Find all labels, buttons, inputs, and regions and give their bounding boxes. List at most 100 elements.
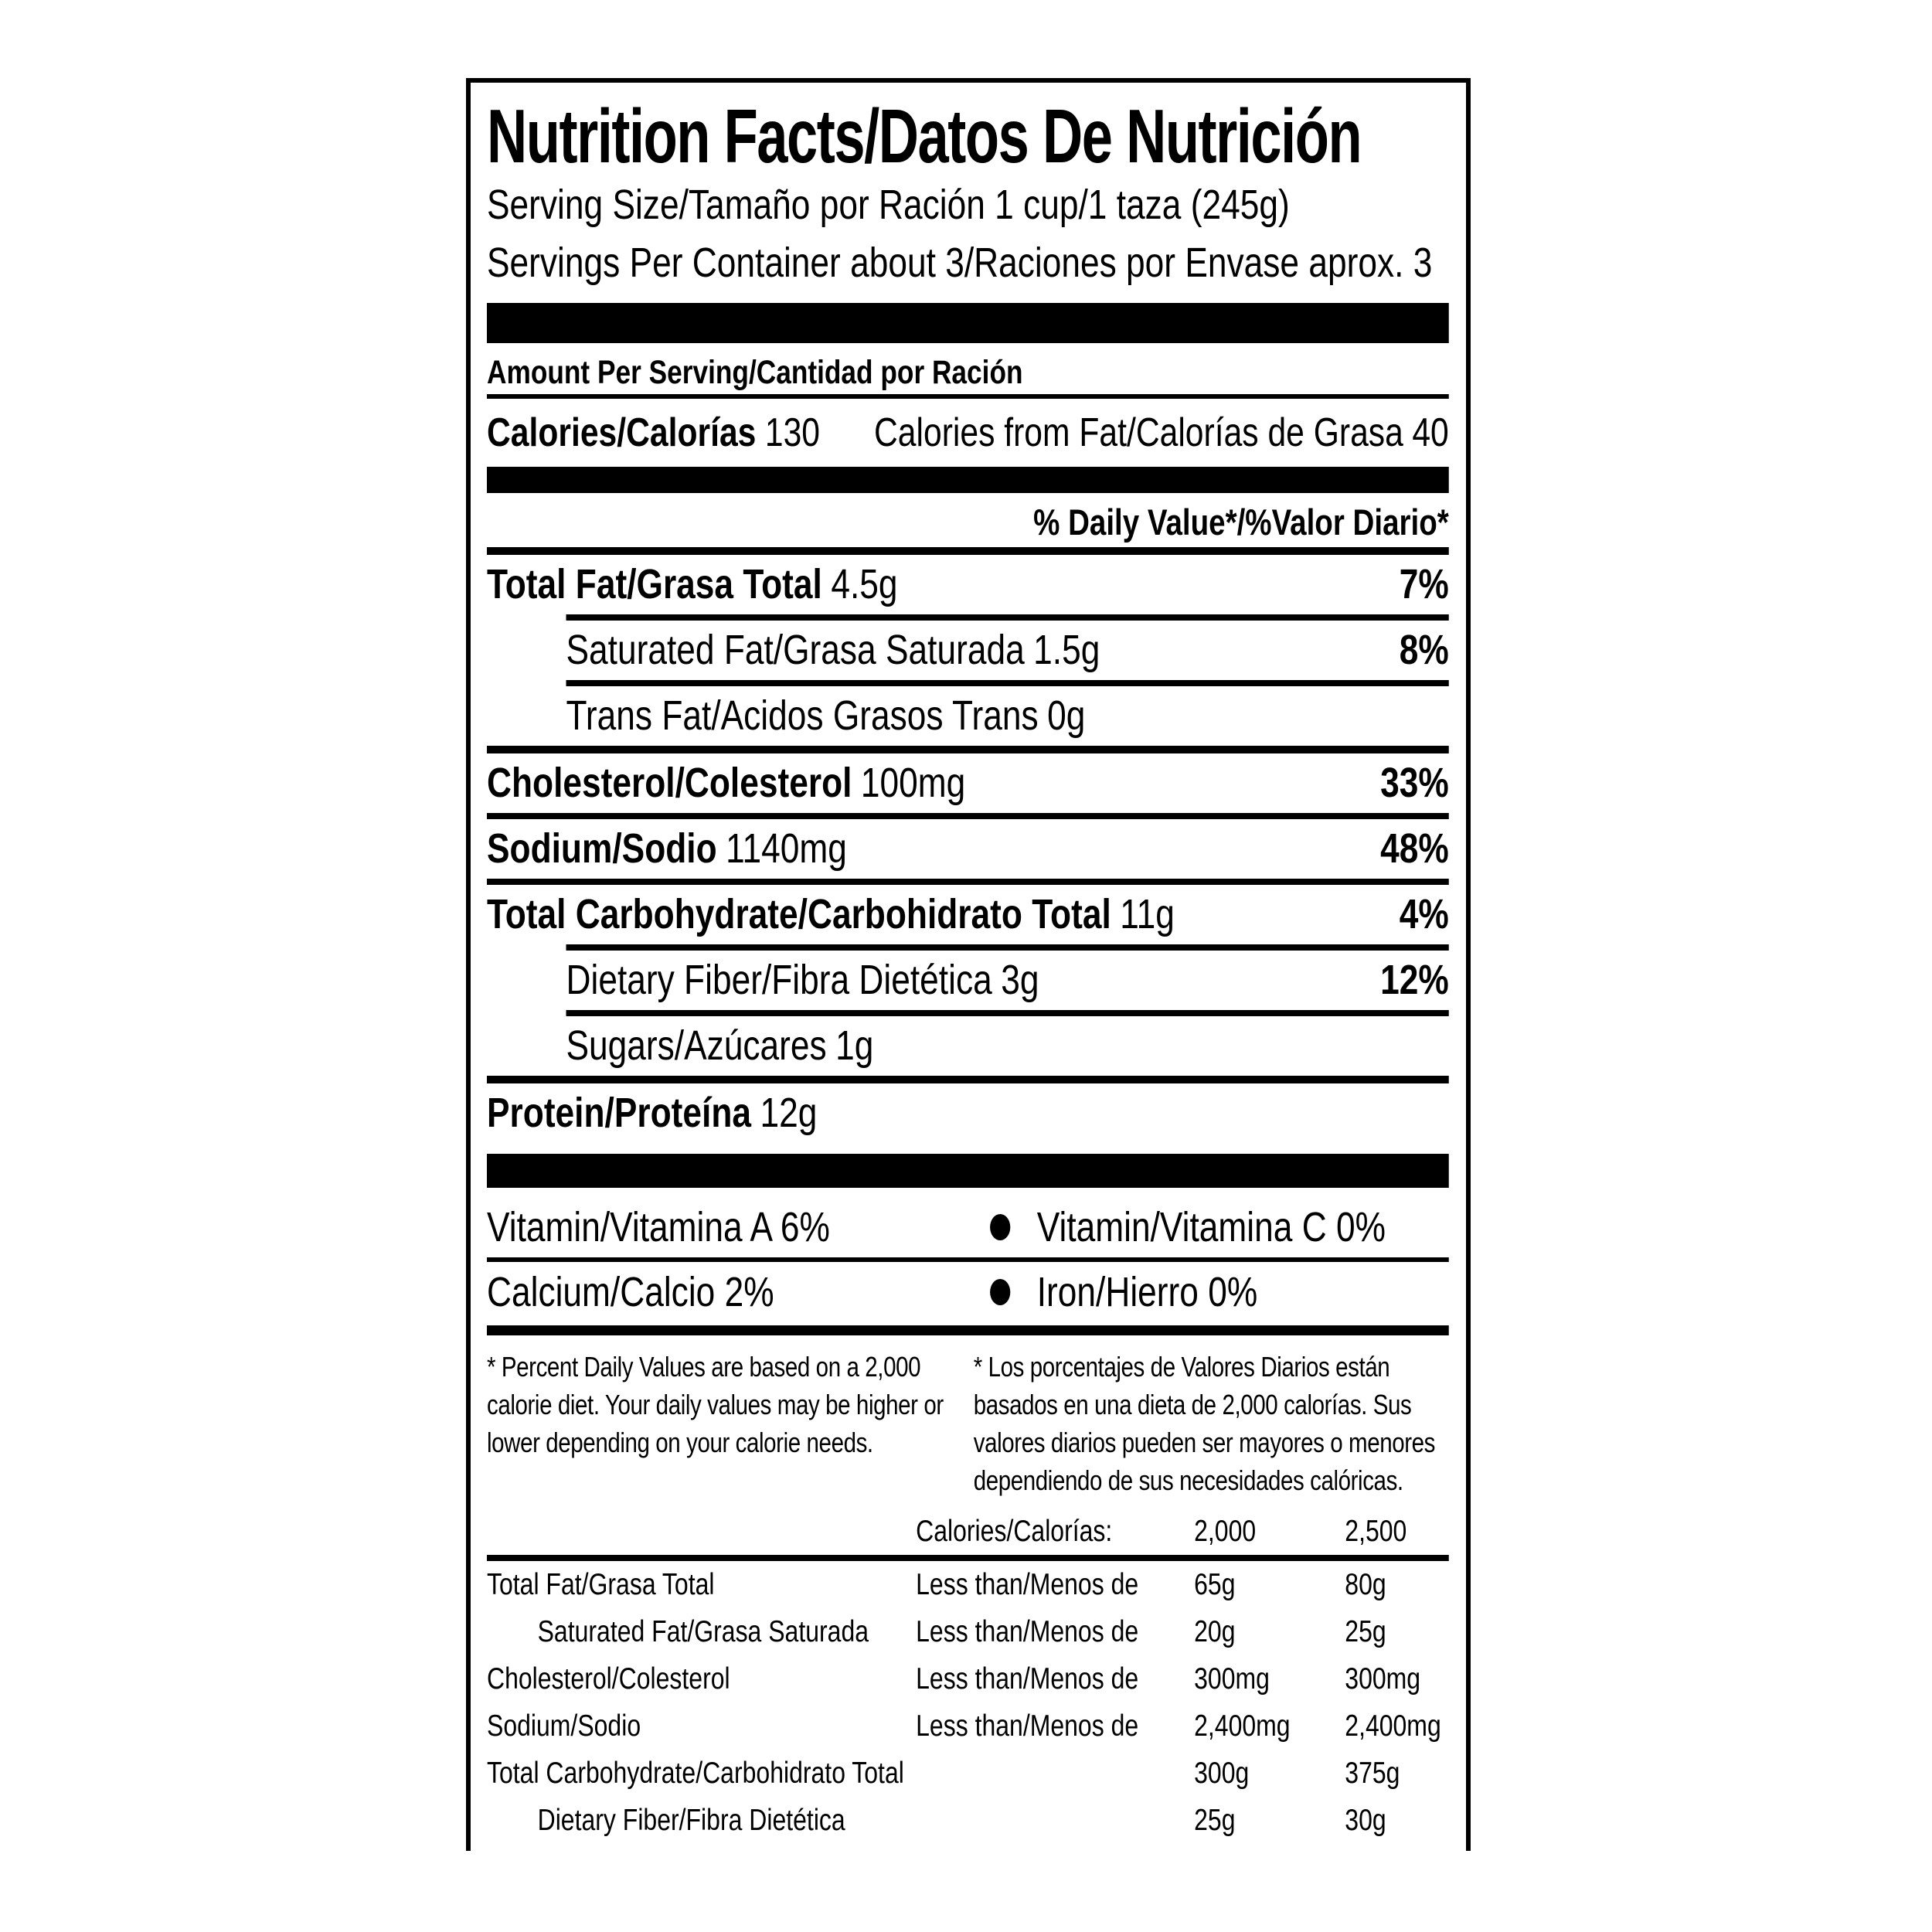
rule-full [487,745,1449,753]
calories-value: 130 [764,410,821,455]
nutrient-dv: 4% [1399,890,1449,937]
nutrient-row-saturated-fat: Saturated Fat/Grasa Saturada 1.5g 8% [487,621,1449,680]
serving-size-line: Serving Size/Tamaño por Ración 1 cup/1 t… [487,181,1290,228]
dv-row-value-2000: 300mg [1194,1662,1270,1696]
dv-table-row-dietary-fiber: Dietary Fiber/Fibra Dietética 25g 30g [487,1797,1449,1844]
nutrient-row-sugars: Sugars/Azúcares 1g [487,1016,1449,1076]
dv-table-row-cholesterol: Cholesterol/Colesterol Less than/Menos d… [487,1655,1449,1702]
nutrient-label: Protein/Proteína [487,1089,752,1136]
nutrient-left: Sodium/Sodio 1140mg [487,819,847,879]
iron-text: Iron/Hierro 0% [1036,1268,1258,1315]
dv-table-calories-label: Calories/Calorías: [916,1514,1113,1548]
rule-indented [566,1009,1449,1016]
calories-row: Calories/Calorías 130 Calories from Fat/C… [487,405,1449,461]
nutrient-left: Cholesterol/Colesterol 100mg [487,753,965,813]
dv-row-value-2000: 65g [1194,1567,1236,1601]
rule-under-minerals [487,1325,1449,1335]
vitamin-a-text: Vitamin/Vitamina A 6% [487,1203,830,1250]
nutrient-amount: 1g [835,1022,874,1069]
label-content: Nutrition Facts/Datos De Nutrición Servi… [487,97,1449,1844]
label-title: Nutrition Facts/Datos De Nutrición [487,97,1449,176]
calories-from-fat-value: 40 [1412,410,1449,455]
nutrient-label: Sodium/Sodio [487,825,717,872]
nutrient-row-cholesterol: Cholesterol/Colesterol 100mg 33% [487,753,1449,813]
nutrient-row-trans-fat: Trans Fat/Acidos Grasos Trans 0g [487,686,1449,746]
nutrition-facts-label: Nutrition Facts/Datos De Nutrición Servi… [466,78,1471,1851]
daily-values-table: Calories/Calorías: 2,000 2,500 Total Fat… [487,1513,1449,1844]
nutrient-amount: 0g [1047,692,1086,739]
rule-indented [566,614,1449,621]
nutrient-left: Dietary Fiber/Fibra Dietética 3g [487,951,1039,1010]
nutrient-left: Total Carbohydrate/Carbohidrato Total 11g [487,885,1175,944]
dv-row-label: Cholesterol/Colesterol [487,1662,730,1696]
nutrient-row-protein: Protein/Proteína 12g [487,1083,1449,1143]
nutrient-row-dietary-fiber: Dietary Fiber/Fibra Dietética 3g 12% [487,951,1449,1010]
rule-full [487,878,1449,885]
nutrient-dv: 33% [1380,759,1449,806]
rule-full [487,1075,1449,1083]
nutrient-amount: 3g [1001,956,1039,1003]
nutrient-dv: 48% [1380,825,1449,872]
dv-row-value-2500: 25g [1345,1614,1386,1648]
footnote-spanish: * Los porcentajes de Valores Diarios est… [973,1350,1436,1496]
separator-bar-protein [487,1153,1449,1188]
dv-table-header: Calories/Calorías: 2,000 2,500 [487,1513,1449,1555]
nutrient-label: Trans Fat/Acidos Grasos Trans [566,692,1039,739]
dv-table-col-2000: 2,000 [1194,1514,1257,1548]
dv-row-value-2000: 20g [1194,1614,1236,1648]
dv-row-value-2000: 2,400mg [1194,1709,1291,1743]
calories-label: Calories/Calorías [487,410,757,455]
dv-row-label: Total Fat/Grasa Total [487,1567,715,1601]
rule-under-amount-per-serving [487,393,1449,399]
nutrient-left: Saturated Fat/Grasa Saturada 1.5g [487,621,1100,680]
nutrient-dv: 7% [1399,560,1449,607]
nutrient-left: Total Fat/Grasa Total 4.5g [487,555,898,614]
footnote-section: * Percent Daily Values are based on a 2,… [487,1348,1449,1499]
nutrient-amount: 12g [760,1089,818,1136]
rule-under-table-header [487,1554,1449,1561]
dv-row-label: Dietary Fiber/Fibra Dietética [537,1803,845,1837]
dv-row-label: Total Carbohydrate/Carbohidrato Total [487,1756,904,1790]
nutrient-label: Total Fat/Grasa Total [487,560,822,607]
nutrient-left: Sugars/Azúcares 1g [487,1016,874,1076]
bullet-icon [989,1213,1010,1240]
dv-row-label: Saturated Fat/Grasa Saturada [537,1614,869,1648]
dv-table-col-2500: 2,500 [1345,1514,1407,1548]
nutrient-amount: 11g [1120,890,1175,937]
nutrient-left: Protein/Proteína 12g [487,1083,817,1143]
nutrient-label: Dietary Fiber/Fibra Dietética [566,956,992,1003]
calories-left: Calories/Calorías 130 [487,405,820,461]
servings-per-container-line: Servings Per Container about 3/Raciones … [487,239,1433,286]
dv-row-value-2500: 30g [1345,1803,1386,1837]
nutrient-amount: 4.5g [831,560,898,607]
nutrient-label: Cholesterol/Colesterol [487,759,852,806]
dv-table-row-saturated-fat: Saturated Fat/Grasa Saturada Less than/M… [487,1608,1449,1655]
nutrient-amount: 1140mg [726,825,847,872]
bullet-icon [989,1278,1010,1305]
daily-value-heading: % Daily Value*/%Valor Diario* [1033,501,1449,543]
nutrient-amount: 100mg [860,759,966,806]
rule-indented [566,944,1449,951]
separator-bar-calories [487,466,1449,493]
dv-row-value-2000: 25g [1194,1803,1236,1837]
rule-under-vitamins [487,1257,1449,1262]
nutrient-label: Total Carbohydrate/Carbohidrato Total [487,890,1111,937]
dv-row-value-2000: 300g [1194,1756,1250,1790]
footnote-english: * Percent Daily Values are based on a 2,… [487,1350,944,1458]
rule-full [487,812,1449,819]
nutrient-row-total-carbohydrate: Total Carbohydrate/Carbohidrato Total 11g… [487,885,1449,944]
dv-row-qualifier: Less than/Menos de [916,1567,1139,1601]
separator-bar-top [487,302,1449,343]
nutrient-dv: 12% [1380,956,1449,1003]
calories-from-fat: Calories from Fat/Calorías de Grasa 40 [874,405,1449,461]
nutrient-amount: 1.5g [1033,626,1100,673]
rule-indented [566,679,1449,686]
dv-row-value-2500: 300mg [1345,1662,1421,1696]
vitamin-c-text: Vitamin/Vitamina C 0% [1036,1203,1386,1250]
nutrient-left: Trans Fat/Acidos Grasos Trans 0g [487,686,1086,746]
nutrient-row-total-fat: Total Fat/Grasa Total 4.5g 7% [487,555,1449,614]
calcium-text: Calcium/Calcio 2% [487,1268,774,1315]
calories-from-fat-label: Calories from Fat/Calorías de Grasa [873,410,1403,455]
dv-row-qualifier: Less than/Menos de [916,1614,1139,1648]
